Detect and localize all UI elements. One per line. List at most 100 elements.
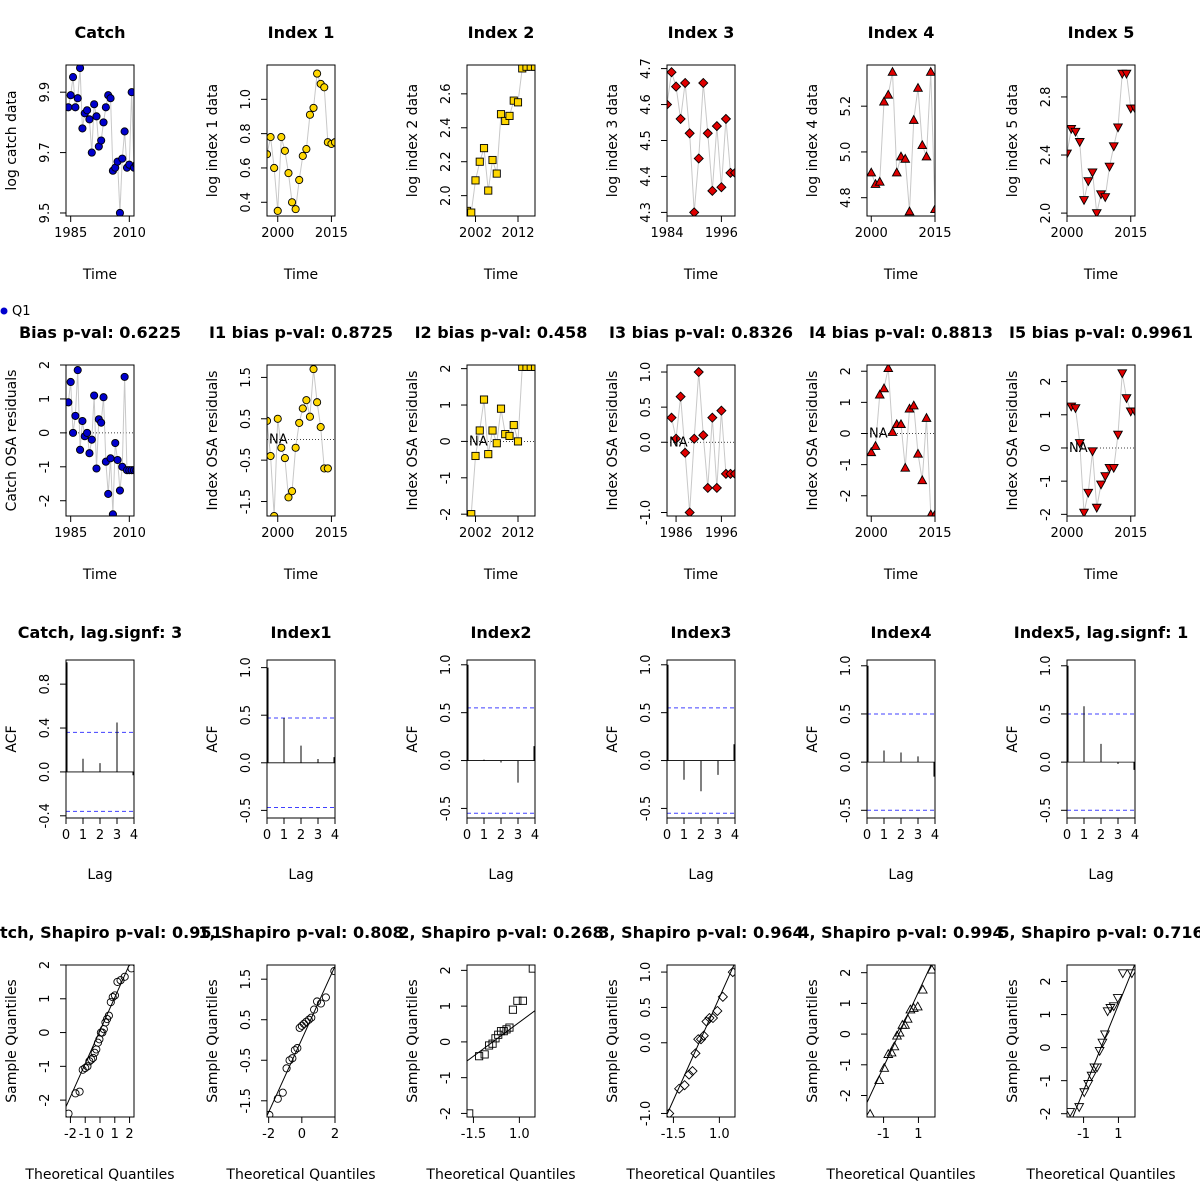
- data-point: [66, 377, 75, 387]
- data-point: [302, 145, 311, 154]
- panel-frame: [1066, 64, 1136, 217]
- x-tick-label: -1: [79, 1127, 92, 1142]
- data-point: [679, 447, 691, 458]
- x-tick-label: -2: [64, 1127, 77, 1142]
- x-tick-label: 2000: [1050, 226, 1083, 241]
- x-tick-label: 3: [714, 828, 722, 843]
- data-point: [1100, 193, 1111, 203]
- data-point: [513, 437, 523, 446]
- data-point: [475, 426, 484, 435]
- data-point: [1070, 127, 1081, 138]
- plot-area: [667, 965, 735, 1117]
- x-tick-label: 0: [298, 1127, 306, 1142]
- data-point: [1112, 994, 1123, 1004]
- data-point: [1112, 430, 1124, 440]
- y-axis-label: log index 3 data: [605, 84, 621, 197]
- data-point: [707, 185, 718, 196]
- panel-frame: [65, 64, 135, 217]
- x-tick-label: -1: [877, 1127, 890, 1142]
- data-point: [310, 1005, 319, 1014]
- data-point: [867, 1108, 875, 1117]
- y-tick-label: 0.5: [439, 702, 454, 723]
- x-axis-label: Theoretical Quantiles: [225, 1167, 375, 1183]
- data-point: [320, 83, 329, 92]
- x-axis-label: Lag: [288, 867, 313, 883]
- data-point: [127, 88, 134, 97]
- data-point: [321, 993, 330, 1002]
- data-point: [1104, 162, 1115, 172]
- panel-data-1: Catch Time log catch data 1985 2010 9.5 9.7 9.9: [4, 23, 146, 283]
- data-point: [702, 482, 713, 494]
- x-tick-label: 4: [1131, 828, 1139, 843]
- data-point: [921, 151, 932, 161]
- panel-qq-2: 1, Shapiro p-val: 0.808 Theoretical Quant…: [198, 923, 403, 1183]
- data-point: [1091, 503, 1102, 513]
- panel-title: I1 bias p-val: 0.8725: [209, 323, 393, 342]
- y-tick-label: 2: [439, 364, 454, 372]
- series-line: [67, 370, 134, 515]
- data-point: [267, 150, 272, 159]
- x-tick-label: 0: [463, 828, 471, 843]
- y-tick-label: 0.8: [239, 123, 254, 144]
- y-tick-label: -2: [839, 1089, 854, 1102]
- data-point: [92, 112, 101, 121]
- data-point: [92, 464, 101, 473]
- panel-frame: [866, 659, 936, 819]
- x-tick-label: 1984: [650, 226, 683, 241]
- data-point: [501, 116, 510, 126]
- y-tick-label: 2.0: [1039, 203, 1054, 224]
- data-point: [267, 416, 272, 425]
- data-point: [270, 511, 279, 516]
- x-tick-label: 4: [130, 828, 138, 843]
- y-tick-label: -0.5: [439, 796, 454, 821]
- data-point: [1067, 1108, 1076, 1117]
- plot-area: [467, 65, 535, 216]
- plot-area: [267, 365, 335, 516]
- data-point: [1087, 447, 1098, 457]
- x-axis-label: Theoretical Quantiles: [825, 1167, 975, 1183]
- y-tick-label: 1.0: [639, 362, 654, 383]
- data-point: [1095, 480, 1107, 490]
- panel-resid-2: I1 bias p-val: 0.8725 Time Index OSA resid…: [205, 323, 393, 583]
- data-point: [273, 206, 282, 215]
- data-point: [530, 365, 535, 371]
- data-point: [282, 1064, 291, 1073]
- data-point: [675, 113, 686, 125]
- x-tick-label: 2015: [1114, 526, 1147, 541]
- y-tick-label: 0.0: [239, 752, 254, 773]
- data-point: [108, 993, 117, 1002]
- data-point: [288, 487, 297, 496]
- data-point: [106, 998, 115, 1007]
- panel-frame: [666, 964, 736, 1118]
- data-point: [698, 430, 709, 441]
- data-point: [71, 103, 80, 112]
- y-tick-label: -2: [439, 508, 454, 521]
- data-point: [118, 154, 127, 163]
- data-point: [689, 433, 700, 444]
- data-point: [309, 103, 318, 112]
- data-point: [313, 69, 322, 78]
- x-axis-label: Lag: [488, 867, 513, 883]
- panel-frame: [266, 964, 336, 1118]
- data-point: [867, 167, 877, 177]
- y-axis-label: Index OSA residuals: [805, 371, 821, 511]
- plot-area: [467, 965, 535, 1117]
- data-point: [78, 416, 87, 426]
- y-tick-label: 1.0: [639, 654, 654, 675]
- panel-resid-3: I2 bias p-val: 0.458 Time Index OSA residu…: [405, 323, 587, 583]
- data-point: [1083, 1080, 1094, 1090]
- panel-title: Catch, Shapiro p-val: 0.951: [0, 923, 223, 942]
- x-tick-label: 1.0: [509, 1127, 530, 1142]
- panel-title: Bias p-val: 0.6225: [19, 323, 181, 342]
- data-point: [693, 153, 704, 164]
- data-point: [698, 1030, 709, 1041]
- data-point: [83, 1062, 92, 1071]
- data-point: [1074, 138, 1085, 148]
- data-point: [467, 510, 476, 516]
- y-tick-label: -0.5: [639, 796, 654, 821]
- x-tick-label: 2: [497, 828, 505, 843]
- data-point: [870, 440, 881, 450]
- data-point: [1083, 488, 1094, 499]
- panel-title: I5 bias p-val: 0.9961: [1009, 323, 1193, 342]
